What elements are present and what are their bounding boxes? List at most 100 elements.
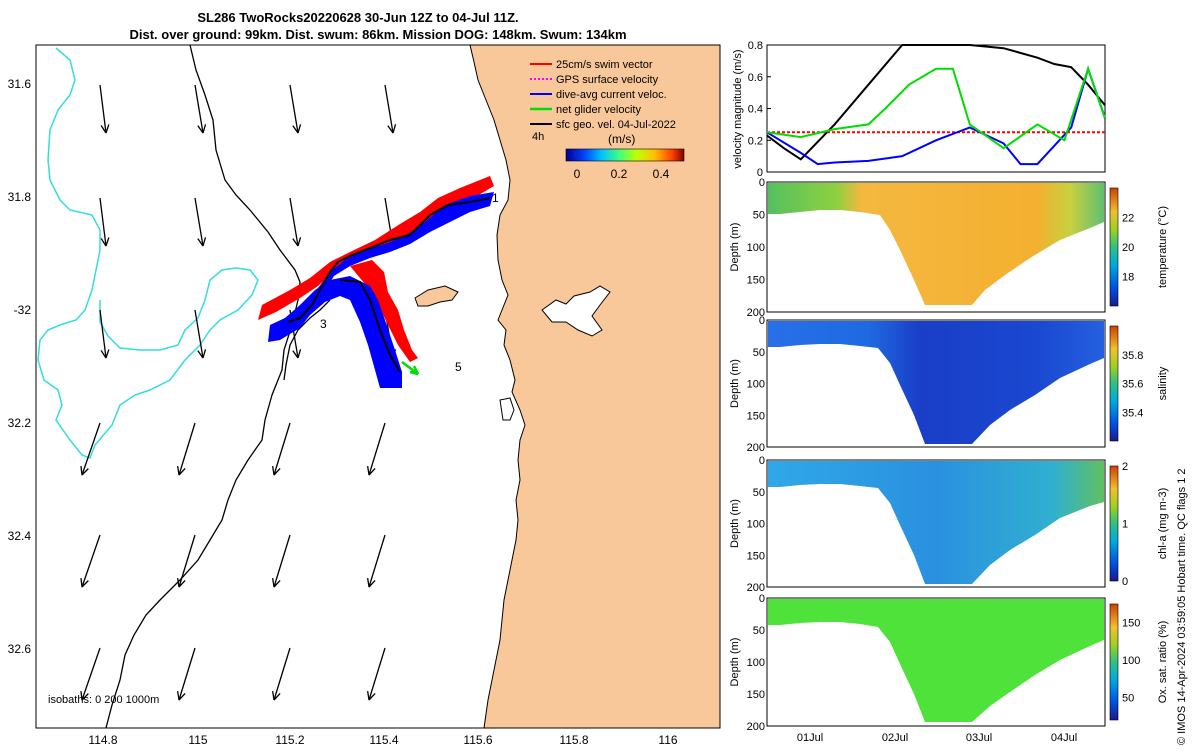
map-cbar-tick: 0	[574, 167, 581, 181]
date-tick-label: 02Jul	[882, 732, 908, 744]
velocity-yticks: 0 0.2 0.4 0.6 0.8	[748, 40, 771, 179]
legend-swim-label: 25cm/s swim vector	[556, 59, 653, 71]
section-panels	[766, 181, 1106, 727]
chla-panel	[766, 459, 1106, 588]
date-tick-label: 04Jul	[1051, 732, 1077, 744]
colorbar-tick-label: 50	[1122, 693, 1134, 705]
colorbar-tick-label: 35.4	[1122, 407, 1143, 419]
depth-tick-label: 100	[747, 379, 765, 391]
marker-5: 5	[455, 360, 462, 374]
geo-arrow-shaft	[289, 84, 299, 134]
velocity-ytick-label: 0.2	[748, 135, 763, 147]
geo-arrow-head	[197, 237, 207, 247]
colorbar-tick-label: 22	[1122, 213, 1134, 225]
legend-net-label: net glider velocity	[556, 104, 641, 116]
depth-tick-label: 50	[753, 487, 765, 499]
marker-3: 3	[320, 317, 327, 331]
temperature-field	[768, 183, 1104, 305]
geo-arrow-head	[366, 466, 376, 476]
inlet	[541, 285, 611, 337]
geo-arrow-shaft	[273, 534, 291, 588]
chart-title-line1: SL286 TwoRocks20220628 30-Jun 12Z to 04-…	[197, 10, 518, 25]
section-colorbar	[1109, 465, 1119, 582]
colorbar-tick-label: 18	[1122, 272, 1134, 284]
colorbar-tick-label: 0	[1122, 576, 1128, 588]
velocity-ytick-label: 0.4	[748, 104, 763, 116]
section-colorbar	[1109, 603, 1119, 721]
velocity-ylabel: velocity magnitude (m/s)	[732, 49, 744, 168]
map-panel: 1 3 5 114.8 115 115.2 115.4 115.6 115.8 …	[8, 44, 721, 747]
geo-arrow-shaft	[178, 422, 196, 476]
salinity-field	[768, 321, 1104, 444]
colorbar-tick-label: 100	[1122, 655, 1140, 667]
island	[414, 285, 459, 307]
geo-arrow-head	[100, 124, 110, 134]
velocity-series-line	[766, 44, 1106, 161]
depth-tick-label: 150	[747, 550, 765, 562]
isobaths-label: isobaths: 0 200 1000m	[48, 694, 159, 706]
isobath-deep-1	[105, 44, 301, 729]
colorbar-tick-label: 35.8	[1122, 350, 1143, 362]
colorbar-label: temperature (°C)	[1157, 206, 1169, 288]
depth-tick-label: 0	[759, 315, 765, 327]
velocity-ytick-label: 0.8	[748, 40, 763, 52]
depth-tick-label: 0	[759, 593, 765, 605]
depth-axis-label: Depth (m)	[729, 359, 741, 408]
geo-arrow-shaft	[81, 422, 101, 476]
velocity-series	[766, 44, 1106, 166]
depth-tick-label: 100	[747, 657, 765, 669]
geo-arrow-shaft	[99, 84, 107, 134]
colorbar-tick-label: 35.6	[1122, 379, 1143, 391]
geo-arrow-shaft	[273, 647, 291, 701]
depth-tick-label: 50	[753, 625, 765, 637]
depth-tick-label: 150	[747, 689, 765, 701]
inlet-2	[499, 397, 515, 421]
legend-current-label: dive-avg current veloc.	[556, 89, 667, 101]
colorbar-label: salinity	[1157, 366, 1169, 400]
colorbar-label: chl-a (mg m-3)	[1157, 488, 1169, 560]
geo-arrow-shaft	[178, 647, 196, 701]
colorbar-tick-label: 1	[1122, 519, 1128, 531]
depth-tick-label: 200	[747, 442, 765, 454]
section-colorbar	[1109, 325, 1119, 442]
map-cbar-tick: 0.2	[611, 167, 628, 181]
geo-arrow-head	[80, 465, 89, 476]
velocity-ytick-label: 0.6	[748, 72, 763, 84]
geo-arrow-head	[292, 124, 302, 134]
geo-arrow-head	[176, 578, 186, 588]
current-band-2	[268, 276, 402, 388]
geo-arrow-shaft	[81, 647, 101, 701]
legend-gps-label: GPS surface velocity	[556, 74, 659, 86]
current-band-1	[282, 192, 494, 326]
geo-arrow-head	[366, 578, 376, 588]
velocity-series-line	[766, 65, 1106, 166]
geo-arrow-shaft	[273, 422, 291, 476]
lon-tick-label: 114.8	[88, 733, 117, 747]
dive-avg-current	[268, 192, 494, 388]
depth-tick-label: 200	[747, 582, 765, 594]
lon-tick-label: 115.4	[369, 733, 398, 747]
glider-track	[287, 197, 491, 373]
geo-arrow-shaft	[384, 84, 394, 134]
geo-arrow-shaft	[194, 309, 204, 359]
depth-axis-label: Depth (m)	[729, 223, 741, 272]
geo-arrow-shaft	[368, 534, 386, 588]
lon-tick-label: 115.2	[275, 733, 304, 747]
depth-tick-label: 200	[747, 307, 765, 319]
land-area	[469, 44, 721, 729]
lat-tick-label: 32.4	[8, 529, 32, 543]
geo-arrow-shaft	[368, 422, 386, 476]
time-label: 4h	[532, 131, 544, 143]
geo-arrow-shaft	[194, 197, 204, 247]
lat-tick-label: 31.6	[8, 77, 32, 91]
colorbar-tick-label: 20	[1122, 242, 1134, 254]
net-glider-arrow	[401, 361, 420, 376]
depth-tick-label: 50	[753, 210, 765, 222]
lat-tick-label: 32.6	[8, 642, 32, 656]
lon-tick-label: 116	[658, 733, 677, 747]
chla-field	[768, 461, 1104, 584]
lon-tick-label: 115.8	[559, 733, 588, 747]
depth-axis-label: Depth (m)	[729, 499, 741, 548]
